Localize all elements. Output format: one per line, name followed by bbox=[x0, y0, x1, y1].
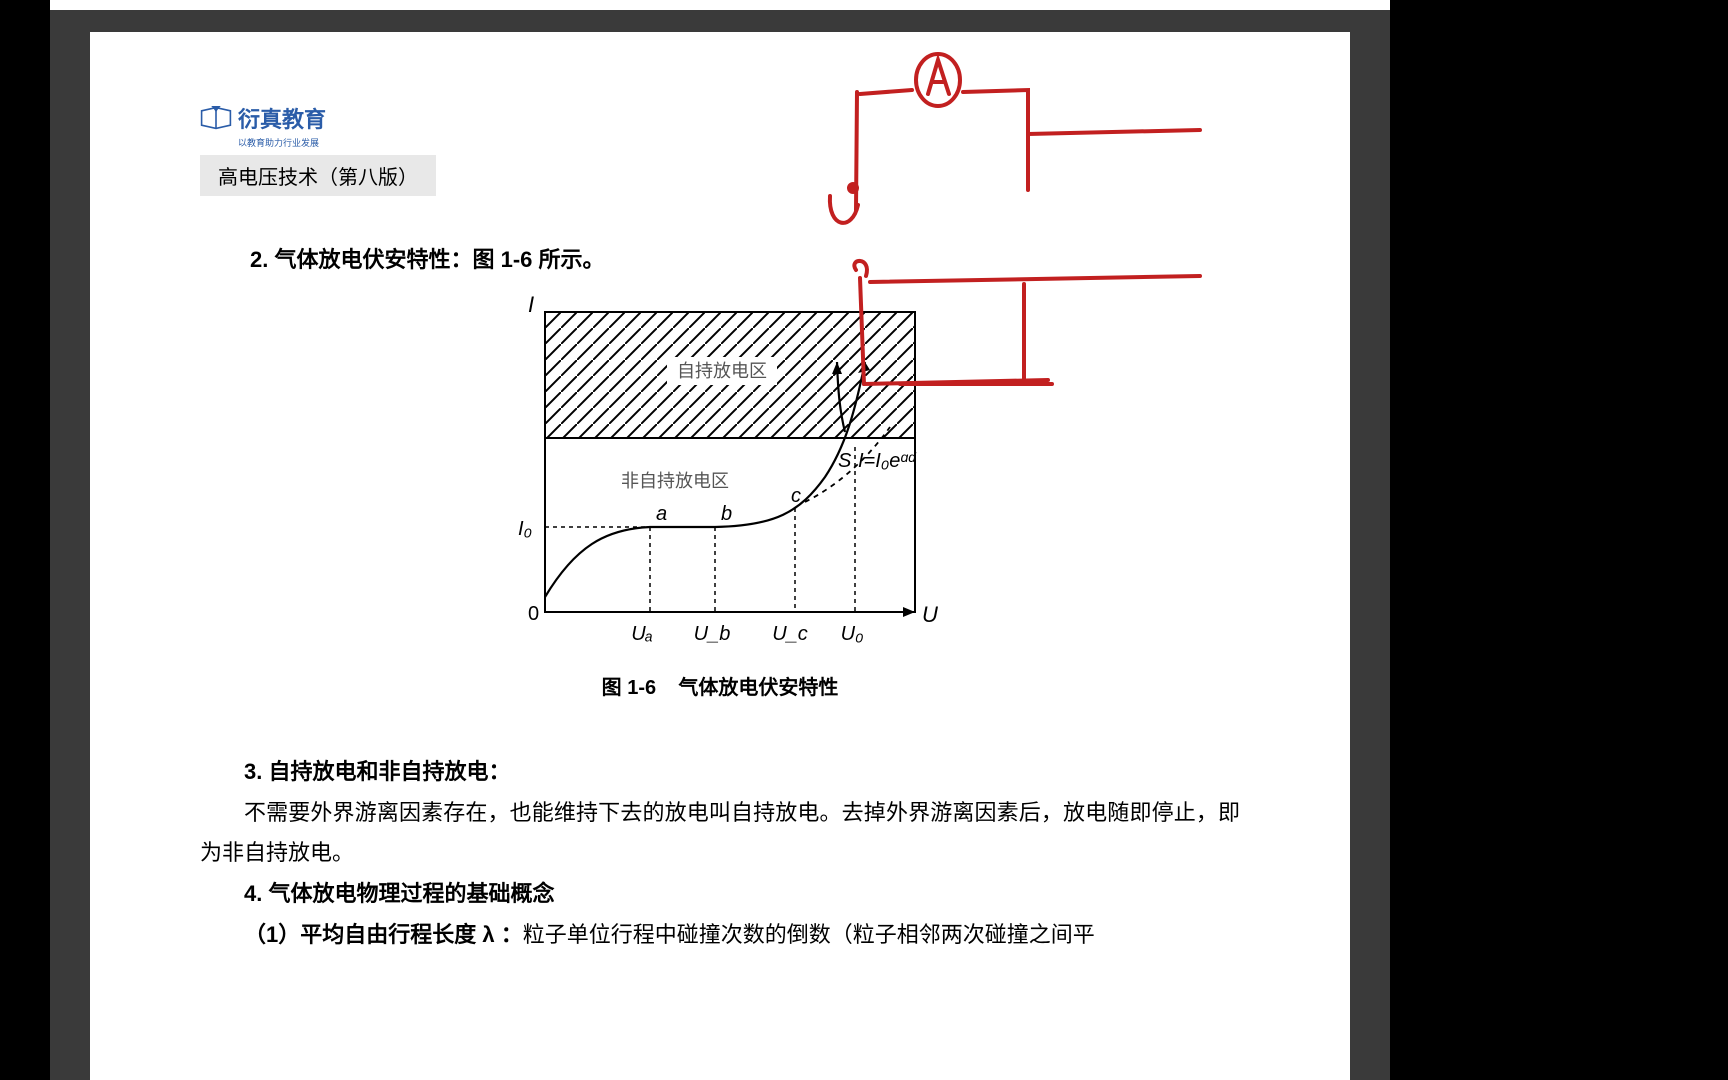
x-Ub: U_b bbox=[694, 623, 731, 645]
origin-0: 0 bbox=[528, 603, 539, 625]
figure-title: 气体放电伏安特性 bbox=[678, 677, 838, 699]
sec3-num: 3. bbox=[244, 759, 262, 784]
top-bar bbox=[50, 0, 1390, 10]
logo-block: 衍真教育 以教育助力行业发展 bbox=[200, 102, 1240, 149]
chapter-label: 高电压技术（第八版） bbox=[200, 155, 436, 196]
sec3-title: 自持放电和非自持放电： bbox=[268, 759, 510, 784]
x-Uc: U_c bbox=[772, 623, 808, 645]
x-U0: U₀ bbox=[841, 623, 864, 645]
pt-b: b bbox=[721, 503, 732, 525]
region-label-bottom: 非自持放电区 bbox=[621, 471, 729, 491]
figure-number: 图 1-6 bbox=[602, 677, 656, 699]
sec3-para: 不需要外界游离因素存在，也能维持下去的放电叫自持放电。去掉外界游离因素后，放电随… bbox=[200, 793, 1240, 874]
figure-1-6: 自持放电区 非自持放电区 a b bbox=[200, 292, 1240, 700]
sec4-item1: （1）平均自由行程长度 λ ：粒子单位行程中碰撞次数的倒数（粒子相邻两次碰撞之间… bbox=[200, 915, 1240, 956]
formula: I=I₀eᵅᵈ bbox=[858, 450, 916, 472]
x-axis-U: U bbox=[922, 602, 938, 627]
sec4-num: 4. bbox=[244, 881, 262, 906]
logo-text: 衍真教育 bbox=[238, 102, 326, 134]
x-Ua: Uₐ bbox=[631, 623, 653, 645]
pt-c: c bbox=[791, 485, 801, 507]
book-logo-icon bbox=[200, 104, 232, 132]
sec4-title: 气体放电物理过程的基础概念 bbox=[268, 881, 554, 906]
pt-a: a bbox=[656, 503, 667, 525]
y-axis-I0: I₀ bbox=[518, 518, 532, 540]
section-title: 气体放电伏安特性：图 1-6 所示。 bbox=[274, 247, 604, 272]
figure-caption: 图 1-6 气体放电伏安特性 bbox=[200, 671, 1240, 700]
section-2-heading: 2. 气体放电伏安特性：图 1-6 所示。 bbox=[250, 242, 1240, 274]
y-axis-I: I bbox=[528, 292, 534, 317]
document-page: 衍真教育 以教育助力行业发展 高电压技术（第八版） 2. 气体放电伏安特性：图 … bbox=[90, 32, 1350, 1080]
item1-label: （1）平均自由行程长度 λ ： bbox=[244, 922, 523, 947]
region-label-top: 自持放电区 bbox=[677, 361, 767, 381]
section-number: 2. bbox=[250, 247, 268, 272]
body-text: 3. 自持放电和非自持放电： 不需要外界游离因素存在，也能维持下去的放电叫自持放… bbox=[200, 752, 1240, 955]
logo-tagline: 以教育助力行业发展 bbox=[238, 136, 1240, 149]
iv-characteristic-chart: 自持放电区 非自持放电区 a b bbox=[490, 292, 950, 652]
item1-text: 粒子单位行程中碰撞次数的倒数（粒子相邻两次碰撞之间平 bbox=[523, 922, 1095, 947]
pt-S: S bbox=[838, 450, 852, 472]
